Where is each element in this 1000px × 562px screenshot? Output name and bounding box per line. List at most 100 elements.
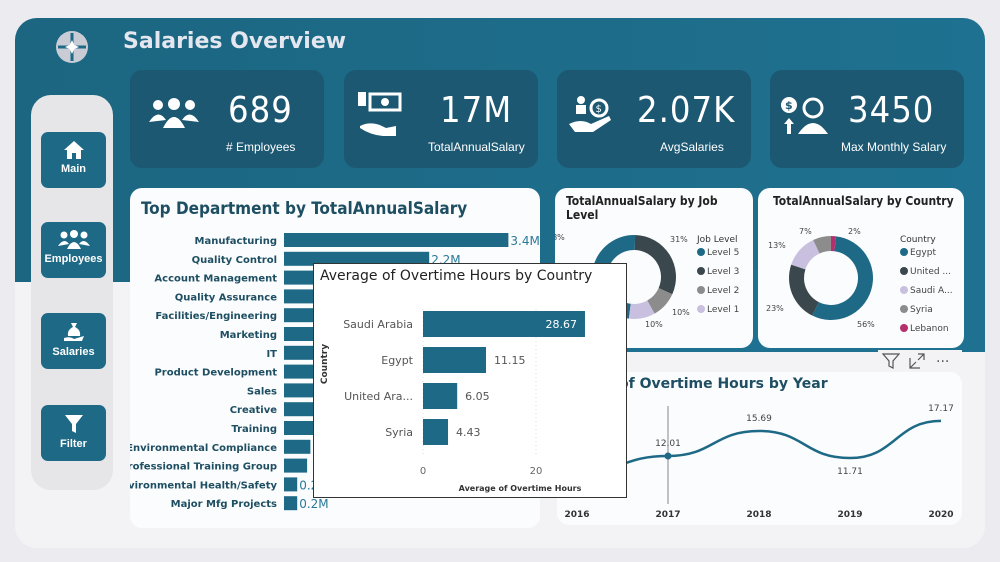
category-label: Major Mfg Projects: [171, 499, 277, 510]
legend-label: Egypt: [910, 248, 936, 258]
category-label: Product Development: [154, 368, 277, 379]
category-label: Environmental Health/Safety: [130, 480, 277, 491]
category-label: Sales: [247, 386, 277, 397]
x-tick-label: 0: [420, 466, 426, 477]
category-label: Quality Assurance: [175, 292, 277, 303]
legend-title: Job Level: [696, 235, 738, 245]
data-label: 28.67: [545, 318, 577, 331]
legend-label: Lebanon: [910, 324, 949, 334]
x-tick-label: 2017: [655, 510, 680, 520]
people-icon: [57, 230, 90, 249]
legend-label: Level 1: [707, 305, 739, 315]
overtime-by-country-tooltip-chart[interactable]: Average of Overtime Hours by Country 0 20 S…: [313, 263, 627, 498]
donut-slice: [634, 235, 676, 295]
svg-text:$: $: [785, 99, 793, 112]
slice-label: 10%: [645, 320, 663, 329]
home-icon: [63, 141, 84, 159]
category-label: Training: [231, 424, 277, 435]
slice-label: 31%: [670, 235, 688, 244]
money-hand-icon: $: [569, 96, 611, 132]
donut-slice: [813, 236, 831, 254]
kpi-employees: 689 # Employees: [130, 70, 324, 168]
category-label: Syria: [385, 426, 413, 439]
country-donut-chart[interactable]: TotalAnnualSalary by Country 56% 23% 13% 7%…: [758, 188, 964, 348]
legend-marker: [900, 267, 908, 275]
kpi-label: TotalAnnualSalary: [428, 140, 525, 154]
legend-marker: [900, 248, 908, 256]
salary-person-icon: $: [781, 97, 828, 134]
more-options-button[interactable]: ...: [936, 350, 950, 366]
chart-title: TotalAnnualSalary by Job Level: [566, 194, 718, 222]
kpi-label: Max Monthly Salary: [841, 140, 947, 154]
category-label: Saudi Arabia: [343, 318, 413, 331]
filter-icon[interactable]: [882, 353, 900, 369]
x-axis-title: Average of Overtime Hours: [459, 484, 582, 493]
kpi-label: AvgSalaries: [660, 140, 724, 154]
donut-slice: [647, 288, 673, 314]
bar: [284, 439, 311, 454]
donut-slice: [830, 236, 837, 252]
x-tick-label: 2016: [564, 510, 589, 520]
nav-filter-button[interactable]: Filter: [41, 405, 106, 461]
nav-salaries-button[interactable]: Salaries: [41, 313, 106, 369]
slice-label: 13%: [768, 241, 786, 250]
chart-title: Top Department by TotalAnnualSalary: [141, 199, 468, 219]
nav-label: Filter: [60, 438, 87, 450]
legend-label: Saudi A...: [910, 286, 953, 296]
nav-label: Employees: [44, 253, 103, 265]
compass-star-icon: [56, 31, 88, 63]
donut-slice: [791, 239, 820, 270]
bar: [423, 311, 585, 337]
legend-title: Country: [900, 235, 936, 245]
data-label: 11.71: [837, 467, 863, 477]
category-label: United Ara...: [344, 390, 413, 403]
category-label: Marketing: [220, 330, 277, 341]
legend-label: Level 3: [707, 267, 739, 277]
page-title: Salaries Overview: [123, 29, 347, 54]
data-label: 17.17: [928, 404, 954, 414]
slice-label: 10%: [672, 308, 690, 317]
legend-marker: [900, 305, 908, 313]
x-tick-label: 2019: [837, 510, 862, 520]
money-bag-icon: [63, 323, 84, 341]
legend-label: United ...: [910, 267, 951, 277]
donut-slice: [628, 300, 655, 319]
category-label: Professional Training Group: [130, 462, 277, 473]
legend-marker: [900, 324, 908, 332]
bar: [423, 383, 458, 409]
people-icon: [149, 98, 199, 128]
kpi-value: 3450: [848, 90, 935, 131]
data-label: 12.01: [655, 439, 681, 449]
kpi-value: 689: [228, 90, 293, 131]
category-label: Egypt: [381, 354, 413, 367]
kpi-value: 2.07K: [637, 90, 736, 131]
category-label: Account Management: [154, 274, 277, 285]
category-label: Facilities/Engineering: [155, 311, 277, 322]
x-tick-label: 2018: [746, 510, 771, 520]
legend-marker: [697, 248, 705, 256]
data-label: 11.15: [494, 354, 526, 367]
kpi-max-monthly-salary: $ 3450 Max Monthly Salary: [770, 70, 964, 168]
kpi-total-annual-salary: 17M TotalAnnualSalary: [344, 70, 538, 168]
svg-text:$: $: [596, 104, 602, 115]
line-plot: of Overtime Hours by Year 2016 2017 12.01 20…: [564, 376, 954, 520]
nav-label: Salaries: [52, 346, 95, 358]
slice-label: 23%: [766, 304, 784, 313]
nav-main-button[interactable]: Main: [41, 132, 106, 188]
category-label: Environmental Compliance: [130, 443, 277, 454]
legend-marker: [697, 305, 705, 313]
category-label: IT: [266, 349, 277, 360]
legend-label: Syria: [910, 305, 933, 315]
data-label: 6.05: [465, 390, 490, 403]
kpi-avg-salaries: $ 2.07K AvgSalaries: [557, 70, 751, 168]
x-tick-label: 2020: [928, 510, 953, 520]
bar: [284, 251, 430, 266]
x-tick-label: 20: [530, 466, 543, 477]
kpi-label: # Employees: [226, 140, 296, 154]
nav-employees-button[interactable]: Employees: [41, 222, 106, 278]
bar: [284, 233, 509, 247]
legend-label: Level 2: [707, 286, 739, 296]
bar: [423, 419, 449, 445]
focus-mode-icon[interactable]: [909, 353, 925, 369]
legend-label: Level 5: [707, 248, 739, 258]
